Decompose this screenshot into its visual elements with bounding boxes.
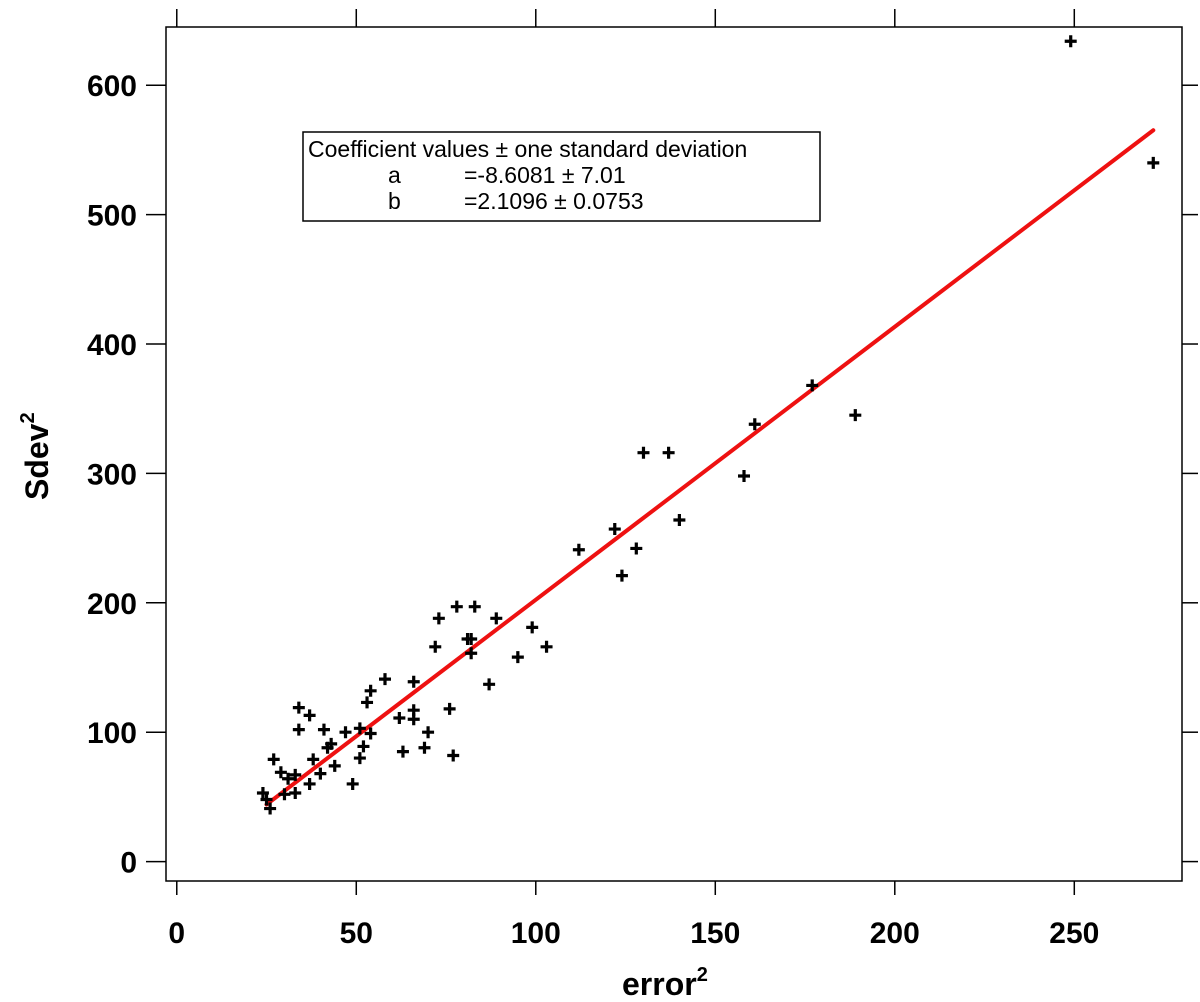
- legend-box: Coefficient values ± one standard deviat…: [302, 131, 821, 222]
- data-point: [357, 740, 370, 753]
- x-axis-label-sup: 2: [697, 964, 708, 986]
- legend-coef-a-name: a: [388, 162, 401, 188]
- y-axis-label-base: Sdev: [19, 423, 55, 500]
- data-point: [450, 600, 463, 613]
- data-point: [630, 542, 643, 555]
- x-axis-label-base: error: [622, 966, 697, 1002]
- data-point: [422, 726, 435, 739]
- x-tick-label: 0: [168, 917, 185, 950]
- y-tick-label: 200: [87, 588, 137, 621]
- data-point: [465, 647, 478, 660]
- y-tick-label: 300: [87, 458, 137, 491]
- data-point: [1147, 156, 1160, 169]
- data-point: [738, 469, 751, 482]
- legend-coef-a-value: =-8.6081 ± 7.01: [464, 162, 626, 188]
- y-tick-label: 0: [120, 847, 137, 880]
- data-point: [396, 745, 409, 758]
- data-point: [267, 753, 280, 766]
- data-point: [292, 723, 305, 736]
- x-tick-label: 250: [1049, 917, 1099, 950]
- legend-frame: [302, 131, 821, 222]
- data-point: [662, 446, 675, 459]
- data-point: [407, 713, 420, 726]
- data-point: [325, 737, 338, 750]
- legend-coef-b-name: b: [388, 188, 401, 214]
- data-point: [447, 749, 460, 762]
- data-point: [303, 777, 316, 790]
- data-point: [443, 702, 456, 715]
- x-tick-label: 200: [870, 917, 920, 950]
- data-point: [264, 802, 277, 815]
- data-point: [418, 741, 431, 754]
- data-point: [346, 777, 359, 790]
- fit-line-layer: [264, 128, 1156, 807]
- data-point: [278, 788, 291, 801]
- data-point: [353, 722, 366, 735]
- data-point: [364, 684, 377, 697]
- y-tick-label: 600: [87, 70, 137, 103]
- data-point: [806, 379, 819, 392]
- data-point: [260, 793, 273, 806]
- x-tick-label: 50: [340, 917, 373, 950]
- data-point: [393, 711, 406, 724]
- data-point: [468, 600, 481, 613]
- y-tick-label: 400: [87, 329, 137, 362]
- scatter-points: [256, 35, 1160, 815]
- data-point: [637, 446, 650, 459]
- data-point: [282, 772, 295, 785]
- data-point: [328, 759, 341, 772]
- data-point: [361, 696, 374, 709]
- y-tick-label: 500: [87, 200, 137, 233]
- data-point: [256, 787, 269, 800]
- data-point: [429, 640, 442, 653]
- x-tick-label: 100: [511, 917, 561, 950]
- data-point: [465, 633, 478, 646]
- fit-line: [264, 128, 1156, 807]
- data-point: [407, 675, 420, 688]
- data-point: [615, 569, 628, 582]
- data-point: [292, 701, 305, 714]
- legend-coef-b-value: =2.1096 ± 0.0753: [464, 188, 644, 214]
- data-point: [289, 768, 302, 781]
- data-point: [748, 418, 761, 431]
- data-point: [303, 709, 316, 722]
- data-point: [274, 766, 287, 779]
- data-point: [511, 651, 524, 664]
- data-point: [673, 513, 686, 526]
- axis-ticks: 0 50 100 150 200 250 0 100 200 300 400 500 600: [87, 9, 1198, 950]
- data-point: [849, 409, 862, 422]
- legend-title: Coefficient values ± one standard deviat…: [308, 136, 747, 162]
- data-point: [540, 640, 553, 653]
- plot-frame: [165, 26, 1183, 882]
- data-point: [608, 523, 621, 536]
- data-point: [364, 727, 377, 740]
- data-point: [526, 621, 539, 634]
- data-point: [317, 723, 330, 736]
- x-tick-label: 150: [690, 917, 740, 950]
- data-point: [490, 612, 503, 625]
- data-point: [339, 726, 352, 739]
- data-point: [1064, 35, 1077, 48]
- data-point: [432, 612, 445, 625]
- data-point: [353, 752, 366, 765]
- y-axis-label-sup: 2: [17, 412, 39, 423]
- data-point: [378, 673, 391, 686]
- data-point: [307, 753, 320, 766]
- data-point: [572, 543, 585, 556]
- y-axis-label: Sdev2: [17, 412, 55, 500]
- y-tick-label: 100: [87, 717, 137, 750]
- data-point: [314, 767, 327, 780]
- data-point: [289, 787, 302, 800]
- x-axis-label: error2: [622, 964, 708, 1002]
- data-point: [483, 678, 496, 691]
